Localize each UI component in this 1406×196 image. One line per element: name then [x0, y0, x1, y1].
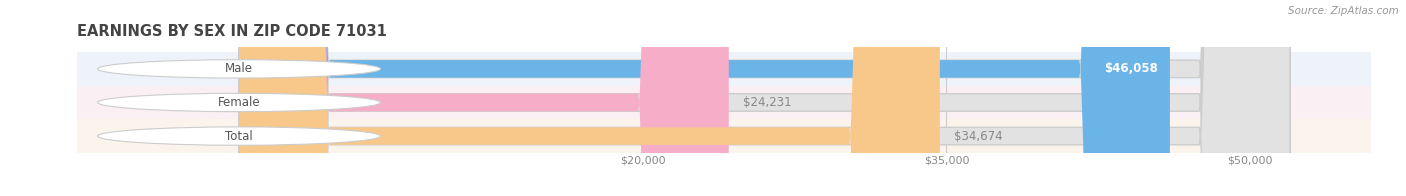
Ellipse shape [97, 60, 381, 78]
Text: Male: Male [225, 62, 253, 75]
FancyBboxPatch shape [239, 0, 1170, 196]
Text: $34,674: $34,674 [955, 130, 1002, 142]
FancyBboxPatch shape [239, 0, 1291, 196]
Text: Source: ZipAtlas.com: Source: ZipAtlas.com [1288, 6, 1399, 16]
Bar [77, 86, 1371, 119]
FancyBboxPatch shape [239, 0, 728, 196]
Bar [77, 52, 1371, 86]
FancyBboxPatch shape [239, 0, 939, 196]
Text: Total: Total [225, 130, 253, 142]
Text: EARNINGS BY SEX IN ZIP CODE 71031: EARNINGS BY SEX IN ZIP CODE 71031 [77, 24, 387, 39]
Ellipse shape [97, 93, 381, 112]
FancyBboxPatch shape [239, 0, 1291, 196]
Text: $46,058: $46,058 [1104, 62, 1157, 75]
Text: $24,231: $24,231 [742, 96, 792, 109]
Text: Female: Female [218, 96, 260, 109]
FancyBboxPatch shape [239, 0, 1291, 196]
Bar [77, 119, 1371, 153]
Ellipse shape [97, 127, 381, 145]
